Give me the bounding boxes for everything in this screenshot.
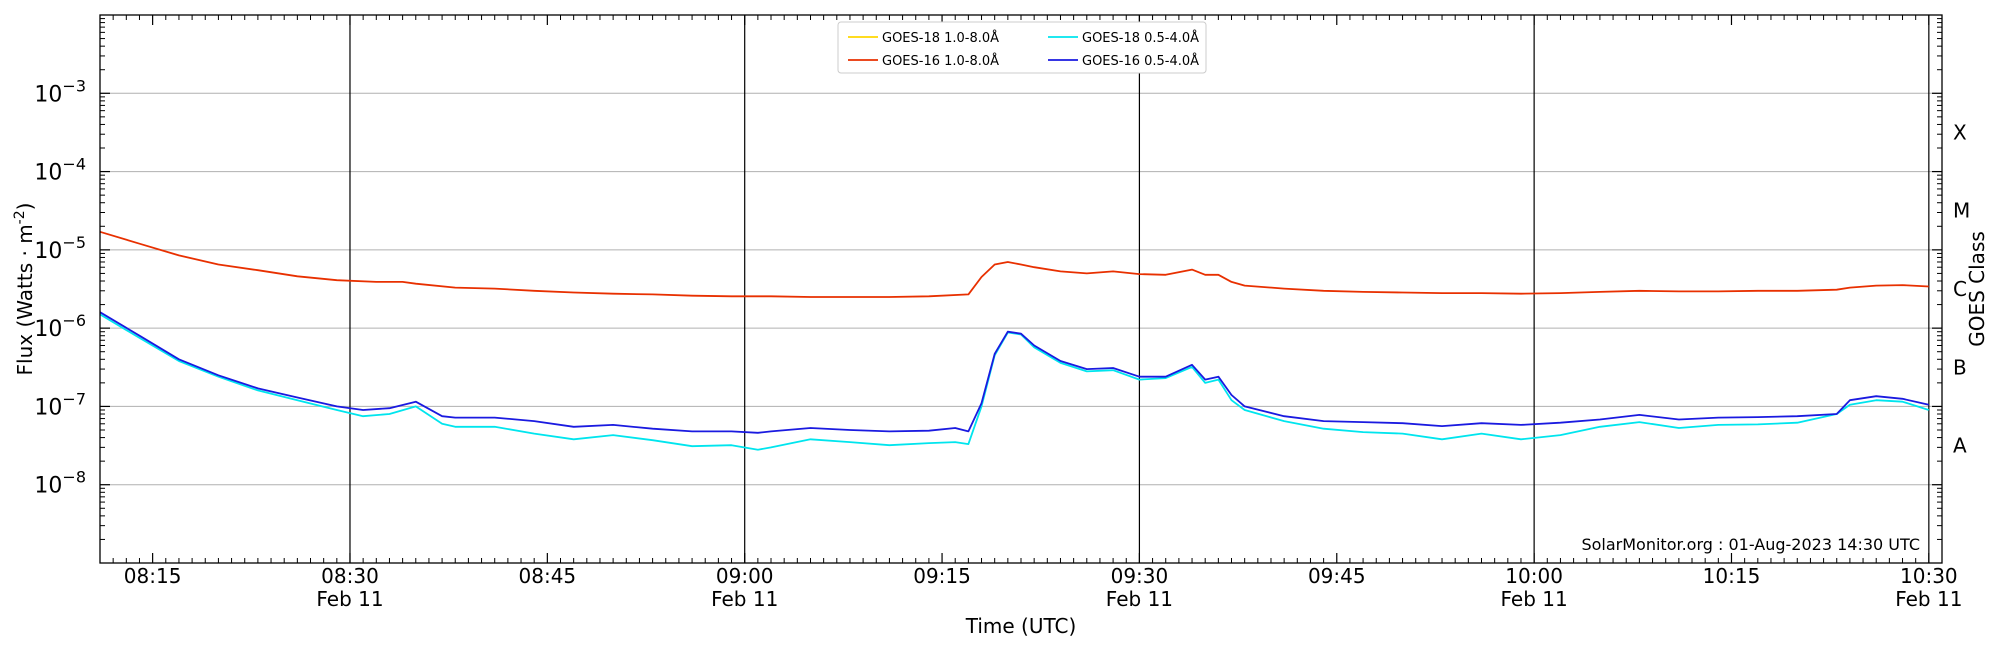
legend-label: GOES-18 1.0-8.0Å	[882, 30, 999, 46]
x-tick-label: 09:15	[913, 564, 971, 588]
goes-class-label: B	[1953, 355, 1967, 379]
x-tick-date-label: Feb 11	[1501, 587, 1568, 611]
series-line-3	[99, 311, 1930, 434]
y-axis-label: Flux (Watts · m-2)	[12, 203, 37, 376]
legend-label: GOES-16 1.0-8.0Å	[882, 53, 999, 69]
goes-class-axis-label: GOES Class	[1965, 231, 1989, 347]
legend-label: GOES-16 0.5-4.0Å	[1082, 53, 1199, 69]
goes-class-label: A	[1953, 434, 1967, 458]
series-lines	[99, 230, 1930, 451]
x-tick-date-label: Feb 11	[711, 587, 778, 611]
x-axis-label: Time (UTC)	[965, 614, 1077, 638]
legend-label: GOES-18 0.5-4.0Å	[1082, 30, 1199, 46]
x-tick-label: 08:45	[519, 564, 577, 588]
x-tick-label: 08:15	[124, 564, 182, 588]
x-tick-label: 09:30	[1111, 564, 1169, 588]
goes-class-label: C	[1953, 277, 1967, 301]
gridlines	[100, 92, 1942, 486]
series-line-1	[99, 230, 1929, 298]
goes-class-label: X	[1953, 120, 1967, 144]
series-line-2	[99, 313, 1930, 451]
y-tick-label: 10−8	[34, 468, 86, 499]
y-tick-label: 10−3	[34, 76, 86, 107]
x-tick-date-label: Feb 11	[1895, 587, 1962, 611]
x-tick-label: 09:00	[716, 564, 774, 588]
x-tick-label: 10:30	[1900, 564, 1958, 588]
plot-frame	[99, 14, 1943, 564]
x-tick-date-label: Feb 11	[1106, 587, 1173, 611]
legend-box	[837, 21, 1207, 74]
y-tick-label: 10−4	[34, 155, 86, 186]
x-tick-label: 09:45	[1308, 564, 1366, 588]
legend: GOES-18 1.0-8.0Å GOES-16 1.0-8.0Å GOES-18 …	[837, 21, 1207, 74]
day-boundary-lines	[349, 15, 1930, 563]
x-tick-label: 08:30	[321, 564, 379, 588]
y-tick-label: 10−6	[34, 311, 86, 342]
x-tick-label: 10:15	[1703, 564, 1761, 588]
goes-class-labels: A B C M X	[1953, 120, 1970, 457]
source-annotation: SolarMonitor.org : 01-Aug-2023 14:30 UTC	[1581, 535, 1920, 554]
goes-class-label: M	[1953, 199, 1970, 223]
x-tick-date-label: Feb 11	[316, 587, 383, 611]
y-tick-label: 10−5	[34, 233, 86, 264]
x-tick-label: 10:00	[1505, 564, 1563, 588]
y-tick-label: 10−7	[34, 389, 86, 420]
y-axis-ticks: 10−8 10−7 10−6 10−5 10−4 10−3	[34, 18, 1942, 540]
